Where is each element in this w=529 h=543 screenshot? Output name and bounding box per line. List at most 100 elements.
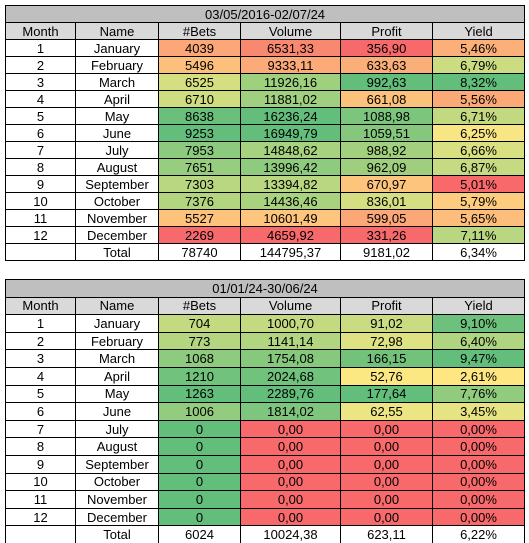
label-cell: June — [75, 402, 159, 421]
value-cell: 5,79% — [431, 192, 526, 210]
value-cell: 992,63 — [340, 73, 433, 91]
header-row: Month Name #Bets Volume Profit Yield — [5, 296, 526, 316]
total-label: Total — [75, 243, 159, 261]
data-row: 2 February 5496 9333,11 633,63 6,79% — [5, 56, 526, 74]
column-header: Yield — [431, 296, 526, 316]
table-title: 01/01/24-30/06/24 — [4, 279, 526, 298]
label-cell: September — [75, 175, 159, 193]
data-row: 4 April 6710 11881,02 661,08 5,56% — [5, 90, 526, 108]
value-cell: 0,00 — [240, 507, 341, 527]
label-cell: 9 — [5, 175, 76, 193]
value-cell: 6,25% — [431, 124, 526, 142]
value-cell: 7651 — [158, 158, 241, 176]
label-cell: July — [75, 419, 159, 439]
value-cell: 8,32% — [431, 73, 526, 91]
label-cell: June — [75, 124, 159, 142]
label-cell: April — [75, 366, 159, 386]
data-row: 6 June 9253 16949,79 1059,51 6,25% — [5, 124, 526, 142]
value-cell: 5,65% — [431, 209, 526, 227]
value-cell: 0,00% — [431, 490, 526, 509]
data-row: 2 February 773 1141,14 72,98 6,40% — [5, 331, 526, 351]
value-cell: 6,79% — [431, 56, 526, 74]
value-cell: 331,26 — [340, 226, 433, 244]
total-cell: 9181,02 — [340, 243, 433, 261]
value-cell: 704 — [158, 314, 241, 333]
data-row: 4 April 1210 2024,68 52,76 2,61% — [5, 366, 526, 386]
value-cell: 4659,92 — [240, 226, 341, 244]
label-cell: 1 — [5, 314, 76, 333]
value-cell: 0,00 — [340, 507, 433, 527]
value-cell: 5,56% — [431, 90, 526, 108]
label-cell: November — [75, 209, 159, 227]
value-cell: 166,15 — [340, 349, 433, 368]
value-cell: 2024,68 — [240, 366, 341, 386]
data-row: 12 December 0 0,00 0,00 0,00% — [5, 507, 526, 527]
label-cell: 6 — [5, 402, 76, 421]
data-row: 8 August 7651 13996,42 962,09 6,87% — [5, 158, 526, 176]
label-cell: September — [75, 454, 159, 474]
value-cell: 0 — [158, 419, 241, 439]
value-cell: 1814,02 — [240, 402, 341, 421]
value-cell: 16949,79 — [240, 124, 341, 142]
value-cell: 962,09 — [340, 158, 433, 176]
title-row: 03/05/2016-02/07/24 — [4, 5, 526, 23]
value-cell: 177,64 — [340, 384, 433, 404]
column-header: Volume — [240, 22, 341, 40]
value-cell: 7,11% — [431, 226, 526, 244]
data-row: 5 May 1263 2289,76 177,64 7,76% — [5, 384, 526, 404]
total-cell: 6,22% — [431, 525, 526, 543]
value-cell: 0,00 — [240, 472, 341, 492]
total-cell: 144795,37 — [240, 243, 341, 261]
label-cell: 10 — [5, 192, 76, 210]
data-row: 6 June 1006 1814,02 62,55 3,45% — [5, 402, 526, 421]
total-row: Total 6024 10024,38 623,11 6,22% — [5, 525, 526, 543]
title-row: 01/01/24-30/06/24 — [4, 279, 526, 298]
column-header: Month — [5, 22, 76, 40]
data-row: 1 January 4039 6531,33 356,90 5,46% — [5, 39, 526, 57]
label-cell: 7 — [5, 141, 76, 159]
label-cell: 6 — [5, 124, 76, 142]
value-cell: 0,00% — [431, 437, 526, 456]
data-row: 11 November 5527 10601,49 599,05 5,65% — [5, 209, 526, 227]
label-cell: August — [75, 437, 159, 456]
label-cell: 2 — [5, 56, 76, 74]
label-cell: July — [75, 141, 159, 159]
column-header: #Bets — [158, 22, 241, 40]
value-cell: 9253 — [158, 124, 241, 142]
label-cell: April — [75, 90, 159, 108]
value-cell: 7303 — [158, 175, 241, 193]
value-cell: 0,00 — [340, 419, 433, 439]
value-cell: 1000,70 — [240, 314, 341, 333]
label-cell: November — [75, 490, 159, 509]
value-cell: 0,00 — [340, 437, 433, 456]
value-cell: 6,87% — [431, 158, 526, 176]
value-cell: 1059,51 — [340, 124, 433, 142]
data-row: 11 November 0 0,00 0,00 0,00% — [5, 490, 526, 509]
value-cell: 0,00% — [431, 454, 526, 474]
data-row: 9 September 7303 13394,82 670,97 5,01% — [5, 175, 526, 193]
value-cell: 10601,49 — [240, 209, 341, 227]
label-cell: 3 — [5, 349, 76, 368]
label-cell: December — [75, 226, 159, 244]
total-row: Total 78740 144795,37 9181,02 6,34% — [5, 243, 526, 261]
value-cell: 661,08 — [340, 90, 433, 108]
value-cell: 5,01% — [431, 175, 526, 193]
label-cell: 8 — [5, 158, 76, 176]
value-cell: 4039 — [158, 39, 241, 57]
value-cell: 5,46% — [431, 39, 526, 57]
column-header: Profit — [340, 296, 433, 316]
value-cell: 13394,82 — [240, 175, 341, 193]
value-cell: 0,00 — [240, 419, 341, 439]
label-cell: 12 — [5, 507, 76, 527]
label-cell: March — [75, 349, 159, 368]
column-header: Profit — [340, 22, 433, 40]
data-row: 10 October 7376 14436,46 836,01 5,79% — [5, 192, 526, 210]
value-cell: 6710 — [158, 90, 241, 108]
label-cell: 10 — [5, 472, 76, 492]
label-cell: 8 — [5, 437, 76, 456]
value-cell: 0,00 — [340, 490, 433, 509]
column-header: Name — [75, 22, 159, 40]
value-cell: 1754,08 — [240, 349, 341, 368]
empty-cell — [5, 525, 76, 543]
